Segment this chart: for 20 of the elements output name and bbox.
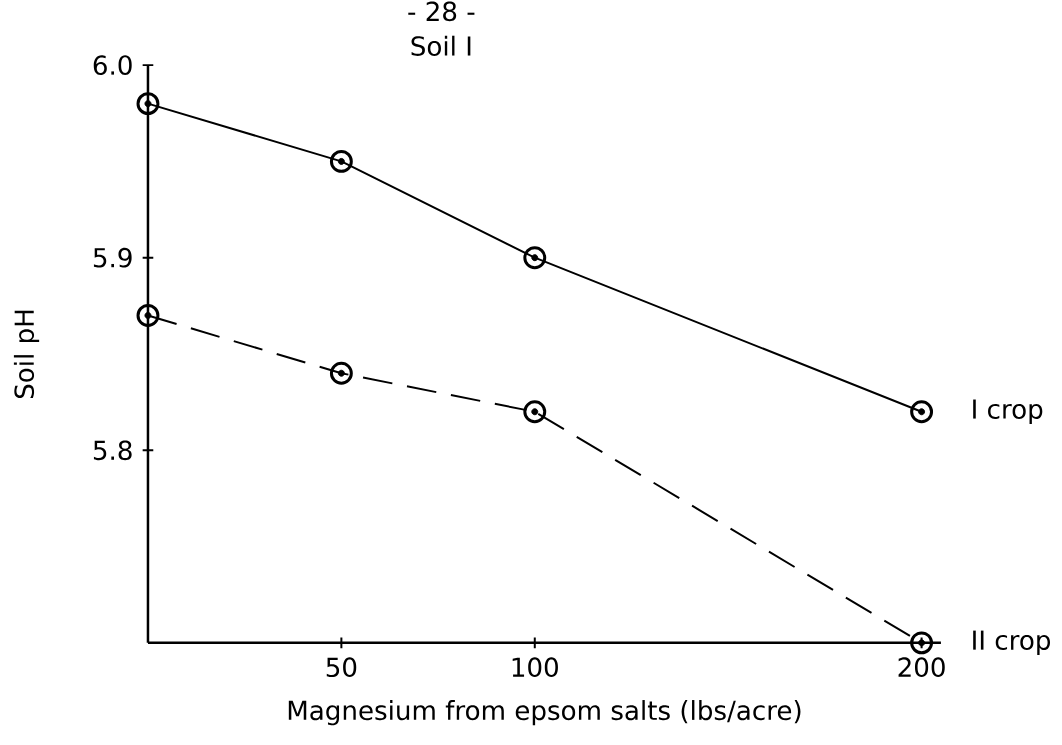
x-axis-title: Magnesium from epsom salts (lbs/acre) <box>288 700 801 726</box>
point <box>910 631 934 655</box>
point <box>329 361 353 385</box>
x-tick-label: 100 <box>512 657 558 678</box>
y-tick-label: 5.8 <box>93 440 132 461</box>
point <box>523 400 547 424</box>
point <box>523 246 547 270</box>
point <box>910 400 934 424</box>
point <box>329 150 353 173</box>
chart-title: Soil I <box>411 35 471 56</box>
text: - 28 - <box>408 1 475 22</box>
y-axis-title: Soil pH <box>13 310 40 399</box>
y-tick-label: 6.0 <box>93 55 132 76</box>
series-label: I crop <box>973 399 1043 425</box>
x-tick-label: 50 <box>326 657 357 678</box>
x-tick-label: 200 <box>898 657 945 678</box>
series-label: II crop <box>973 630 1050 656</box>
y-tick-label: 5.9 <box>93 247 132 268</box>
point <box>136 92 160 116</box>
point <box>136 304 160 328</box>
